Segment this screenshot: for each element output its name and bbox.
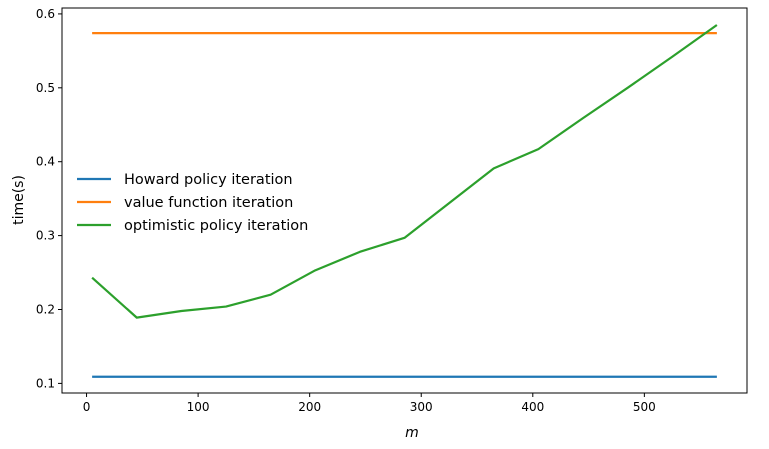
y-axis-title: time(s) — [11, 175, 27, 225]
legend-label-1: value function iteration — [124, 195, 293, 211]
y-tick-label: 0.1 — [36, 376, 55, 390]
y-tick-label: 0.5 — [36, 81, 55, 95]
x-tick-label: 0 — [83, 400, 91, 414]
series-layer — [91, 24, 718, 378]
y-axis: 0.1 0.2 0.3 0.4 0.5 0.6 — [36, 7, 62, 390]
x-tick-label: 200 — [298, 400, 321, 414]
y-tick-label: 0.4 — [36, 155, 55, 169]
x-tick-label: 400 — [521, 400, 544, 414]
y-tick-label: 0.2 — [36, 302, 55, 316]
legend-label-2: optimistic policy iteration — [124, 218, 308, 234]
y-tick-label: 0.6 — [36, 7, 55, 21]
x-axis: 0 100 200 300 400 500 — [83, 393, 656, 414]
plot-frame — [61, 7, 748, 394]
x-tick-label: 500 — [633, 400, 656, 414]
series-line-2 — [91, 24, 718, 319]
legend: Howard policy iteration value function it… — [77, 172, 308, 234]
x-tick-label: 100 — [187, 400, 210, 414]
x-axis-title: m — [405, 425, 419, 441]
x-tick-label: 300 — [410, 400, 433, 414]
y-tick-label: 0.3 — [36, 229, 55, 243]
legend-label-0: Howard policy iteration — [124, 172, 293, 188]
